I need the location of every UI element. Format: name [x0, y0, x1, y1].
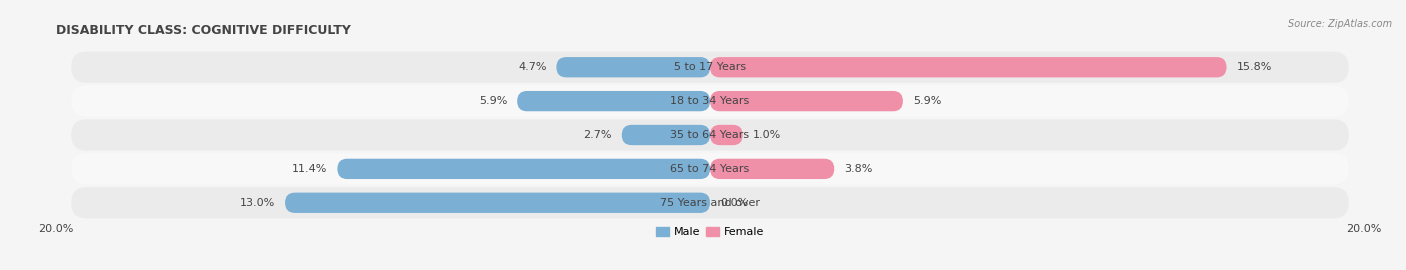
Text: 13.0%: 13.0%: [240, 198, 276, 208]
FancyBboxPatch shape: [710, 159, 834, 179]
FancyBboxPatch shape: [557, 57, 710, 77]
FancyBboxPatch shape: [72, 187, 1348, 218]
FancyBboxPatch shape: [72, 86, 1348, 117]
Legend: Male, Female: Male, Female: [651, 223, 769, 242]
Text: 4.7%: 4.7%: [517, 62, 547, 72]
Text: 15.8%: 15.8%: [1236, 62, 1271, 72]
FancyBboxPatch shape: [337, 159, 710, 179]
FancyBboxPatch shape: [72, 119, 1348, 151]
Text: 3.8%: 3.8%: [844, 164, 873, 174]
FancyBboxPatch shape: [72, 52, 1348, 83]
Text: 5.9%: 5.9%: [912, 96, 941, 106]
FancyBboxPatch shape: [72, 153, 1348, 184]
Text: 35 to 64 Years: 35 to 64 Years: [671, 130, 749, 140]
FancyBboxPatch shape: [710, 57, 1226, 77]
Text: 5 to 17 Years: 5 to 17 Years: [673, 62, 747, 72]
Text: 0.0%: 0.0%: [720, 198, 748, 208]
Text: 75 Years and over: 75 Years and over: [659, 198, 761, 208]
Text: DISABILITY CLASS: COGNITIVE DIFFICULTY: DISABILITY CLASS: COGNITIVE DIFFICULTY: [56, 24, 352, 37]
FancyBboxPatch shape: [621, 125, 710, 145]
Text: 11.4%: 11.4%: [292, 164, 328, 174]
FancyBboxPatch shape: [517, 91, 710, 111]
Text: Source: ZipAtlas.com: Source: ZipAtlas.com: [1288, 19, 1392, 29]
FancyBboxPatch shape: [710, 91, 903, 111]
Text: 65 to 74 Years: 65 to 74 Years: [671, 164, 749, 174]
Text: 2.7%: 2.7%: [583, 130, 612, 140]
Text: 18 to 34 Years: 18 to 34 Years: [671, 96, 749, 106]
FancyBboxPatch shape: [285, 193, 710, 213]
FancyBboxPatch shape: [710, 125, 742, 145]
Text: 1.0%: 1.0%: [752, 130, 780, 140]
Text: 5.9%: 5.9%: [479, 96, 508, 106]
